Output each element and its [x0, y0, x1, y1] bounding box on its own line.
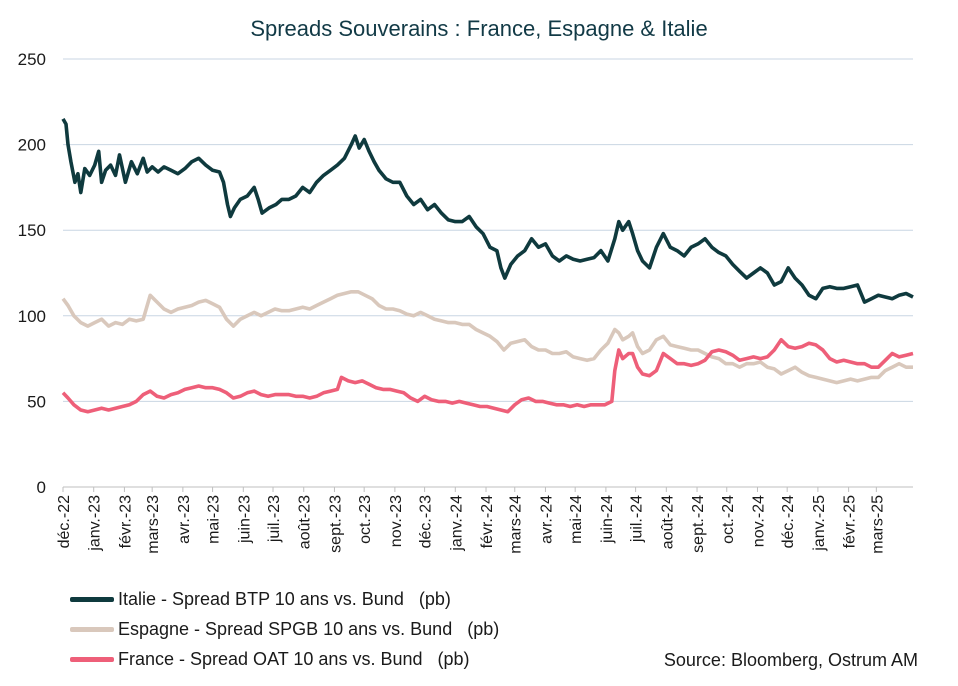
legend-label-france: France - Spread OAT 10 ans vs. Bund (pb)	[118, 649, 470, 669]
legend-swatch-espagne	[70, 627, 114, 632]
chart-title: Spreads Souverains : France, Espagne & I…	[250, 16, 708, 41]
x-tick-label: nov.-23	[388, 495, 405, 547]
x-tick-label: janv.-23	[87, 495, 104, 552]
x-tick-label: août-23	[297, 495, 314, 549]
y-axis-ticks: 0 50 100 150 200 250	[18, 50, 46, 497]
y-tick-label: 100	[18, 307, 46, 326]
x-tick-label: nov.-24	[750, 495, 767, 547]
x-tick-label: mars-25	[869, 495, 886, 554]
y-tick-label: 150	[18, 221, 46, 240]
legend-swatch-italie	[70, 597, 114, 602]
x-tick-label: janv.-24	[448, 495, 465, 552]
x-axis-ticks: déc.-22 janv.-23 févr.-23 mars-23 avr.-23 mai…	[56, 487, 886, 554]
legend-item-italie: Italie - Spread BTP 10 ans vs. Bund (pb)	[70, 589, 451, 610]
legend-item-france: France - Spread OAT 10 ans vs. Bund (pb)	[70, 649, 470, 670]
y-tick-label: 0	[37, 478, 46, 497]
series-line-espagne	[61, 290, 913, 385]
legend-label-espagne: Espagne - Spread SPGB 10 ans vs. Bund (p…	[118, 619, 500, 639]
x-tick-label: juin-24	[599, 495, 616, 544]
x-tick-label: févr.-25	[842, 495, 859, 548]
legend-label-italie: Italie - Spread BTP 10 ans vs. Bund (pb)	[118, 589, 451, 609]
y-tick-label: 250	[18, 50, 46, 69]
x-tick-label: janv.-25	[811, 495, 828, 552]
y-tick-label: 50	[27, 392, 46, 411]
x-tick-label: déc.-23	[418, 495, 435, 548]
series-line-france	[61, 338, 914, 414]
x-tick-label: févr.-23	[117, 495, 134, 548]
x-tick-label: août-24	[659, 495, 676, 549]
x-tick-label: déc.-24	[780, 495, 797, 548]
legend-swatch-france	[70, 657, 114, 662]
x-tick-label: oct.-24	[720, 495, 737, 544]
x-tick-label: févr.-24	[479, 495, 496, 548]
x-tick-label: mars-23	[145, 495, 162, 554]
x-tick-label: déc.-22	[56, 495, 73, 548]
x-tick-label: mai-23	[206, 495, 223, 544]
y-tick-label: 200	[18, 136, 46, 155]
x-tick-label: oct.-23	[357, 495, 374, 544]
x-tick-label: sept.-23	[327, 495, 344, 553]
source-note: Source: Bloomberg, Ostrum AM	[663, 650, 918, 670]
x-tick-label: juil.-23	[266, 495, 283, 543]
x-tick-label: juin-23	[236, 495, 253, 544]
x-tick-label: mai-24	[568, 495, 585, 544]
x-tick-label: avr.-24	[538, 495, 555, 544]
x-tick-label: mars-24	[508, 495, 525, 554]
legend-item-espagne: Espagne - Spread SPGB 10 ans vs. Bund (p…	[70, 619, 499, 640]
x-tick-label: sept.-24	[690, 495, 707, 553]
series-line-italie	[61, 118, 914, 304]
series-lines	[61, 118, 914, 414]
x-tick-label: juil.-24	[629, 495, 646, 543]
x-tick-label: avr.-23	[176, 495, 193, 544]
gridlines	[63, 58, 913, 402]
